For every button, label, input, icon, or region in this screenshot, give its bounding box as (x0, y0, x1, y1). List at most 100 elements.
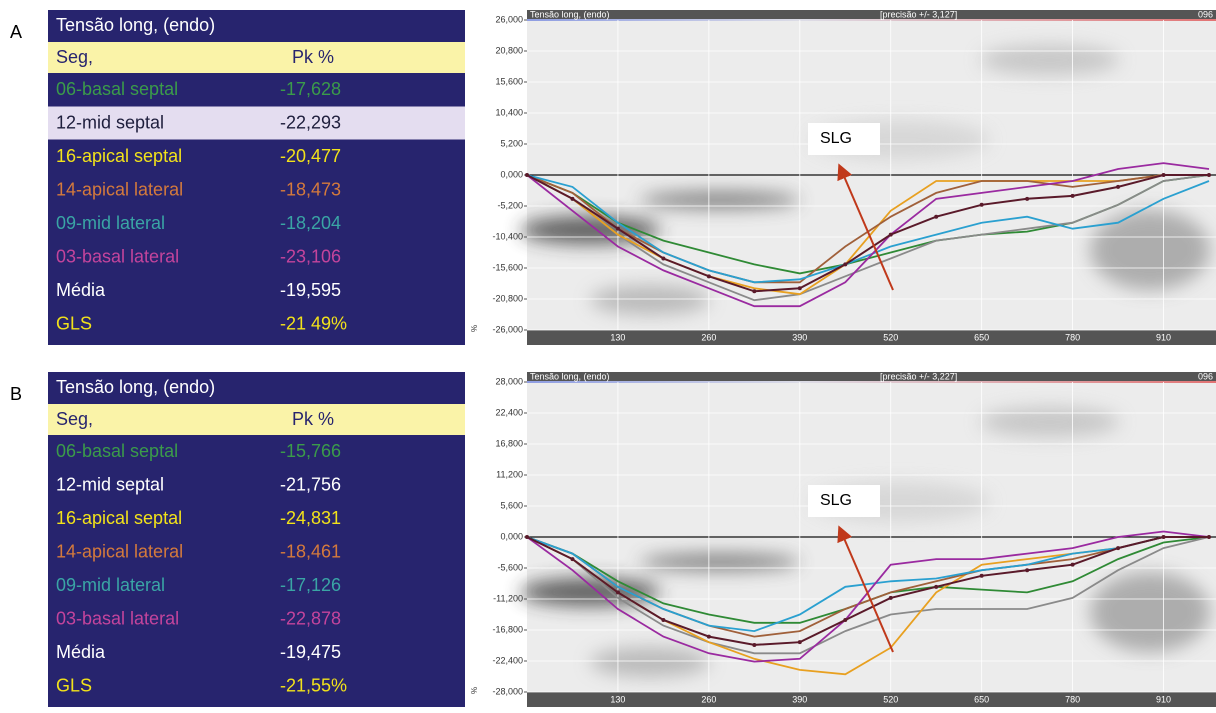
x-tick-label: 910 (1156, 332, 1171, 342)
x-tick-label: 780 (1065, 694, 1080, 704)
curve-point (525, 173, 529, 177)
y-tick-label: -5,600 (497, 562, 523, 572)
curve-point (1070, 562, 1075, 567)
table-cell: -21,55% (280, 675, 347, 695)
table-cell: -17,628 (280, 79, 341, 99)
table-cell: 03-basal lateral (56, 246, 179, 266)
annotation: SLG (820, 130, 852, 147)
curve-point (1116, 184, 1121, 189)
table-cell: -19,595 (280, 280, 341, 300)
table-title: Tensão long, (endo) (56, 377, 215, 397)
table-cell: 03-basal lateral (56, 608, 179, 628)
curve-point (615, 590, 620, 595)
annotation-box (808, 123, 880, 155)
corner-label: 096 (1198, 9, 1213, 19)
strain-curve (526, 536, 1209, 646)
table-header: Seg, (56, 409, 93, 429)
y-tick-label: -15,600 (492, 262, 523, 272)
y-tick-label: 15,600 (495, 76, 523, 86)
echo-blob (640, 192, 800, 208)
x-tick-label: 260 (701, 694, 716, 704)
x-axis-label: ms, (513, 332, 528, 342)
chart-subtitle: [precisão +/- 3,227] (880, 371, 957, 381)
curve-point (1116, 546, 1121, 551)
curve-point (661, 256, 666, 261)
y-tick-label: -11,200 (493, 593, 523, 603)
x-tick-label: 910 (1156, 694, 1171, 704)
y-tick-label: 28,000 (495, 376, 523, 386)
y-tick-label: -28,000 (492, 686, 523, 696)
chart-title: Tensão long, (endo) (530, 371, 610, 381)
x-tick-label: 520 (883, 332, 898, 342)
curve-point (1161, 535, 1166, 539)
row-highlight (48, 106, 465, 140)
table-header: Pk % (292, 409, 334, 429)
table-cell: -22,878 (280, 608, 341, 628)
y-tick-label: -20,800 (492, 293, 523, 303)
table-cell: GLS (56, 313, 92, 333)
curve-point (1161, 173, 1166, 177)
table-cell: -18,204 (280, 213, 341, 233)
table-cell: -20,477 (280, 146, 341, 166)
curve-point (797, 286, 802, 291)
curve-point (706, 634, 711, 639)
curve-point (979, 202, 984, 207)
curve-point (979, 573, 984, 578)
curve-point (1025, 568, 1030, 573)
annotation-arrow (837, 525, 894, 653)
x-tick-label: 780 (1065, 332, 1080, 342)
curve-point (525, 535, 529, 539)
curve-point (888, 595, 893, 600)
strain-curve (526, 174, 1209, 293)
corner-label: 096 (1198, 371, 1213, 381)
echo-blob (640, 554, 800, 570)
y-tick-label: 5,600 (500, 500, 523, 510)
echo-blob (590, 647, 710, 677)
echo-blob (1090, 572, 1210, 652)
table-title: Tensão long, (endo) (56, 15, 215, 35)
curve-point (752, 289, 757, 294)
table-cell: 14-apical lateral (56, 541, 183, 561)
bottom-bar (527, 692, 1216, 707)
y-tick-label: 0,000 (500, 169, 523, 179)
strain-curve (526, 174, 1210, 302)
curve-point (934, 584, 939, 589)
table-cell: GLS (56, 675, 92, 695)
strain-curve (526, 174, 1209, 296)
curve-point (570, 196, 575, 201)
y-tick-label: 11,200 (496, 469, 523, 479)
table-header-bg (48, 404, 465, 435)
chart-subtitle: [precisão +/- 3,127] (880, 9, 957, 19)
curve-point (1070, 193, 1075, 198)
x-tick-label: 520 (883, 694, 898, 704)
y-tick-label: 5,200 (500, 138, 523, 148)
strain-curve (526, 536, 1209, 633)
curve-point (661, 618, 666, 623)
strain-curve (526, 174, 1210, 284)
y-tick-label: -26,000 (492, 324, 523, 334)
x-tick-label: 130 (610, 694, 625, 704)
bottom-bar (527, 330, 1216, 345)
x-tick-label: 130 (610, 332, 625, 342)
y-tick-label: 16,800 (495, 438, 523, 448)
table-cell: -22,293 (280, 112, 341, 132)
table-cell: 12-mid septal (56, 474, 164, 494)
x-tick-label: 390 (792, 694, 807, 704)
table-cell: 16-apical septal (56, 508, 182, 528)
y-tick-label: 10,400 (495, 107, 523, 117)
table-header-bg (48, 42, 465, 73)
table-cell: -21 49% (280, 313, 347, 333)
curve-point (1207, 535, 1212, 539)
table-cell: -19,475 (280, 642, 341, 662)
table-cell: 06-basal septal (56, 441, 178, 461)
top-bar (527, 372, 1216, 382)
x-tick-label: 650 (974, 332, 989, 342)
table-cell: -21,756 (280, 474, 341, 494)
table-cell: -18,473 (280, 179, 341, 199)
table-cell: Média (56, 642, 106, 662)
curve-point (797, 640, 802, 645)
curve-point (843, 262, 848, 267)
table-header: Seg, (56, 47, 93, 67)
y-axis-strip (467, 10, 527, 345)
